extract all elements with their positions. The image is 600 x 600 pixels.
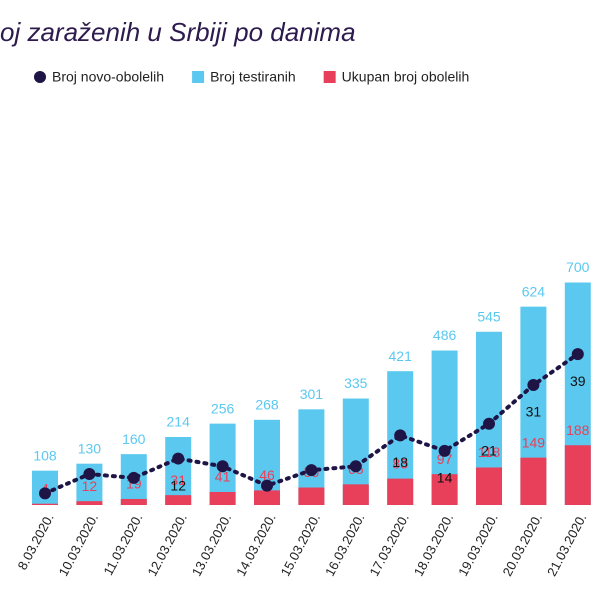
point [438, 444, 451, 457]
x-tick-label: 15.03.2020. [278, 511, 323, 579]
bar [387, 478, 414, 505]
data-label: 21 [481, 442, 497, 458]
point [261, 479, 273, 492]
bar [120, 498, 147, 505]
x-tick-label: 16.03.2020. [322, 511, 367, 579]
bar [476, 467, 502, 505]
bar [165, 436, 192, 505]
bar [209, 491, 236, 505]
point [349, 460, 362, 473]
legend-label: Broj testiranih [210, 69, 296, 85]
legend-marker [192, 71, 205, 83]
data-label: 12 [170, 477, 186, 493]
data-label: 108 [33, 447, 57, 463]
data-label: 31 [170, 472, 186, 488]
bar [564, 445, 591, 505]
point [83, 468, 96, 481]
legend-marker [323, 71, 336, 83]
data-label: 160 [122, 431, 146, 447]
x-tick-label: 20.03.2020. [500, 511, 545, 579]
point [39, 487, 51, 500]
data-label: 18 [392, 454, 408, 470]
data-label: 118 [478, 444, 501, 460]
bar [298, 487, 325, 505]
data-label: 130 [78, 440, 102, 456]
bar [76, 501, 103, 505]
x-tick-label: 19.03.2020. [455, 511, 500, 579]
data-label: 14 [437, 470, 453, 486]
data-label: 188 [566, 422, 590, 438]
x-tick-label: 10.03.2020. [56, 511, 101, 579]
data-label: 301 [300, 386, 324, 402]
x-tick-label: 13.03.2020. [189, 511, 234, 579]
data-label: 624 [522, 283, 546, 299]
bar [165, 495, 192, 505]
data-label: 256 [211, 400, 235, 416]
data-label: 12 [82, 478, 98, 494]
x-tick-label: 12.03.2020. [144, 511, 189, 579]
point [571, 348, 584, 361]
data-label: 214 [167, 414, 191, 430]
x-tick-label: 21.03.2020. [544, 511, 589, 579]
bar [342, 484, 369, 505]
data-label: 46 [259, 467, 275, 483]
x-tick-label: 17.03.2020. [366, 511, 411, 579]
data-label: 83 [392, 455, 408, 471]
x-tick-label: 18.03.2020. [411, 511, 456, 579]
data-label: 31 [526, 404, 542, 420]
x-tick-label: 14.03.2020. [233, 511, 278, 579]
data-label: 41 [215, 469, 231, 485]
data-label: 545 [477, 308, 501, 324]
legend-label: Broj novo-obolelih [52, 69, 164, 85]
point [127, 471, 140, 484]
legend-label: Ukupan broj obolelih [342, 69, 470, 85]
data-label: 486 [433, 327, 457, 343]
point [216, 460, 229, 473]
bar [32, 503, 58, 505]
data-label: 149 [522, 434, 546, 450]
data-label: 39 [570, 373, 586, 389]
bar [520, 457, 547, 505]
data-label: 700 [566, 259, 590, 275]
data-label: 268 [255, 397, 279, 413]
legend-marker [34, 71, 46, 83]
point [172, 452, 185, 465]
point [483, 417, 495, 430]
chart-title: oj zaraženih u Srbiji po danima [0, 17, 356, 47]
x-tick-label: 8.03.2020. [15, 511, 57, 572]
point [394, 429, 407, 442]
bar [431, 474, 458, 505]
data-label: 335 [344, 375, 368, 391]
point [305, 464, 318, 477]
bar [254, 490, 280, 505]
x-tick-label: 11.03.2020. [100, 511, 145, 578]
data-label: 421 [389, 348, 413, 364]
point [527, 379, 540, 392]
